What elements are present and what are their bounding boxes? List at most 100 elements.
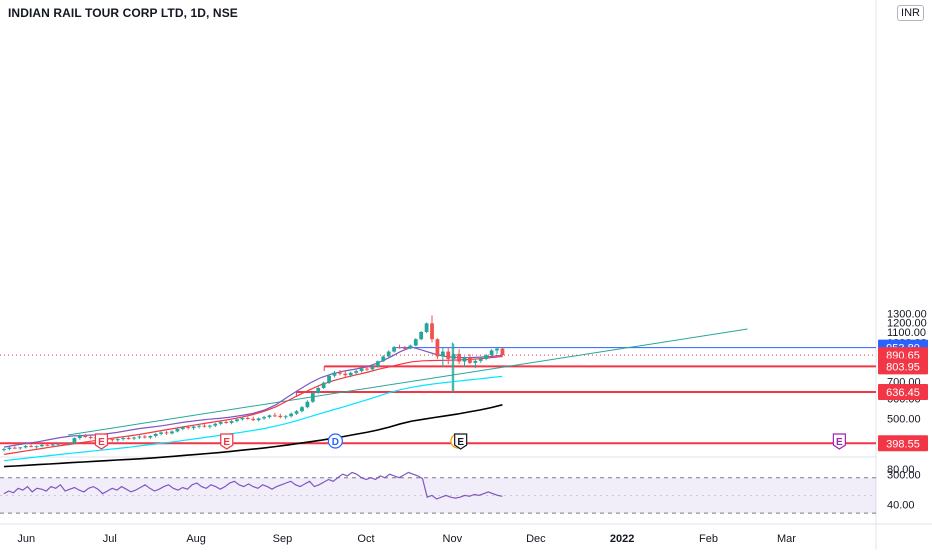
candle-body (175, 428, 180, 432)
candle-body (484, 355, 489, 359)
candle-body (413, 339, 418, 346)
price-tag-box (878, 435, 928, 452)
candle-body (2, 449, 6, 451)
moving-average-line (3, 375, 503, 462)
earnings-marker[interactable] (454, 433, 468, 450)
candle-body (473, 360, 478, 363)
price-axis-label: 300.00 (887, 469, 921, 481)
candle-body (213, 423, 218, 426)
candle-body (191, 426, 196, 429)
level-lines[interactable] (0, 347, 876, 445)
moving-average-line (3, 346, 503, 448)
candle-body (451, 353, 456, 359)
candle-body (300, 407, 304, 412)
candle-body (294, 411, 299, 414)
event-marker-label: E (98, 437, 105, 448)
candle-body (67, 443, 71, 445)
candle-body (148, 435, 153, 438)
candle-body (435, 339, 440, 357)
candle-body (126, 438, 131, 440)
candle-body (12, 447, 17, 449)
candle-body (164, 432, 169, 434)
event-markers[interactable]: EED$EE (94, 433, 846, 450)
candle-body (468, 357, 472, 363)
candle-body (218, 421, 223, 424)
time-axis-label: Jun (17, 533, 35, 545)
candle-body (197, 425, 201, 427)
candle-body (500, 348, 505, 356)
candle-body (327, 375, 331, 383)
candle-body (45, 444, 50, 446)
symbol-name: INDIAN RAIL TOUR CORP LTD (8, 6, 184, 20)
candle-body (305, 401, 310, 408)
candle-body (142, 436, 147, 438)
time-axis-label: Nov (443, 533, 463, 545)
candle-body (403, 348, 407, 350)
price-axis-label: 1300.00 (887, 309, 927, 321)
time-axis-label: Mar (777, 533, 796, 545)
earnings-marker[interactable] (220, 433, 234, 450)
trend-lines[interactable] (67, 328, 748, 436)
price-axis[interactable]: 1300.001200.001100.001000.00700.00600.00… (887, 309, 927, 512)
time-axis[interactable]: Jun Jul Aug Sep Oct Nov Dec 2022 Feb Mar (17, 533, 796, 545)
candle-body (310, 392, 315, 402)
candle-body (72, 438, 77, 444)
candle-body (495, 348, 499, 351)
candle-body (430, 323, 434, 340)
candle-body (34, 446, 39, 448)
event-marker-label: E (836, 437, 843, 448)
candle-body (159, 432, 164, 434)
title-separator: , (183, 6, 191, 20)
trend-line[interactable] (67, 328, 748, 436)
moving-average-line (3, 355, 503, 455)
candle-body (251, 418, 256, 421)
candle-body (77, 435, 82, 439)
chart-title: INDIAN RAIL TOUR CORP LTD, 1D, NSE (8, 6, 238, 20)
candle-body (408, 345, 413, 349)
candle-body (235, 419, 239, 422)
candle-body (457, 353, 461, 362)
interval-label: 1D (190, 6, 207, 20)
candle-body (267, 415, 272, 418)
candle-body (370, 366, 375, 370)
candle-body (132, 437, 136, 439)
candle-body (283, 416, 288, 418)
candle-body (115, 439, 120, 441)
candle-body (289, 413, 294, 417)
event-marker-circle[interactable] (327, 433, 343, 449)
candle-body (381, 356, 386, 362)
candle-body (446, 351, 451, 359)
earnings-marker[interactable] (94, 433, 109, 450)
price-tag-box (878, 358, 928, 375)
candle-body (256, 418, 261, 421)
candle-body (440, 351, 445, 357)
candle-body (245, 417, 250, 419)
candle-body (110, 439, 115, 441)
candle-body (240, 417, 245, 420)
rsi-axis-label: 80.00 (887, 464, 915, 476)
candle-body (462, 357, 467, 362)
time-axis-label: Aug (186, 533, 206, 545)
earnings-marker[interactable] (832, 433, 846, 450)
time-axis-label: Dec (526, 533, 546, 545)
rsi-axis-label: 40.00 (887, 499, 915, 511)
event-marker-label: E (457, 437, 464, 448)
candle-body (229, 421, 234, 423)
price-tag-label: 398.55 (886, 438, 920, 450)
candle-body (338, 372, 342, 374)
candle-body (186, 427, 191, 429)
currency-button[interactable]: INR (897, 5, 924, 21)
candle-body (316, 387, 321, 393)
candle-body (262, 417, 266, 419)
time-axis-label: Jul (103, 533, 117, 545)
candle-body (29, 445, 33, 447)
candle-body (224, 421, 229, 423)
title-separator: , (206, 6, 213, 20)
candle-body (365, 368, 369, 370)
candle-body (207, 425, 212, 427)
moving-averages (3, 346, 503, 468)
candle-body (272, 415, 277, 417)
